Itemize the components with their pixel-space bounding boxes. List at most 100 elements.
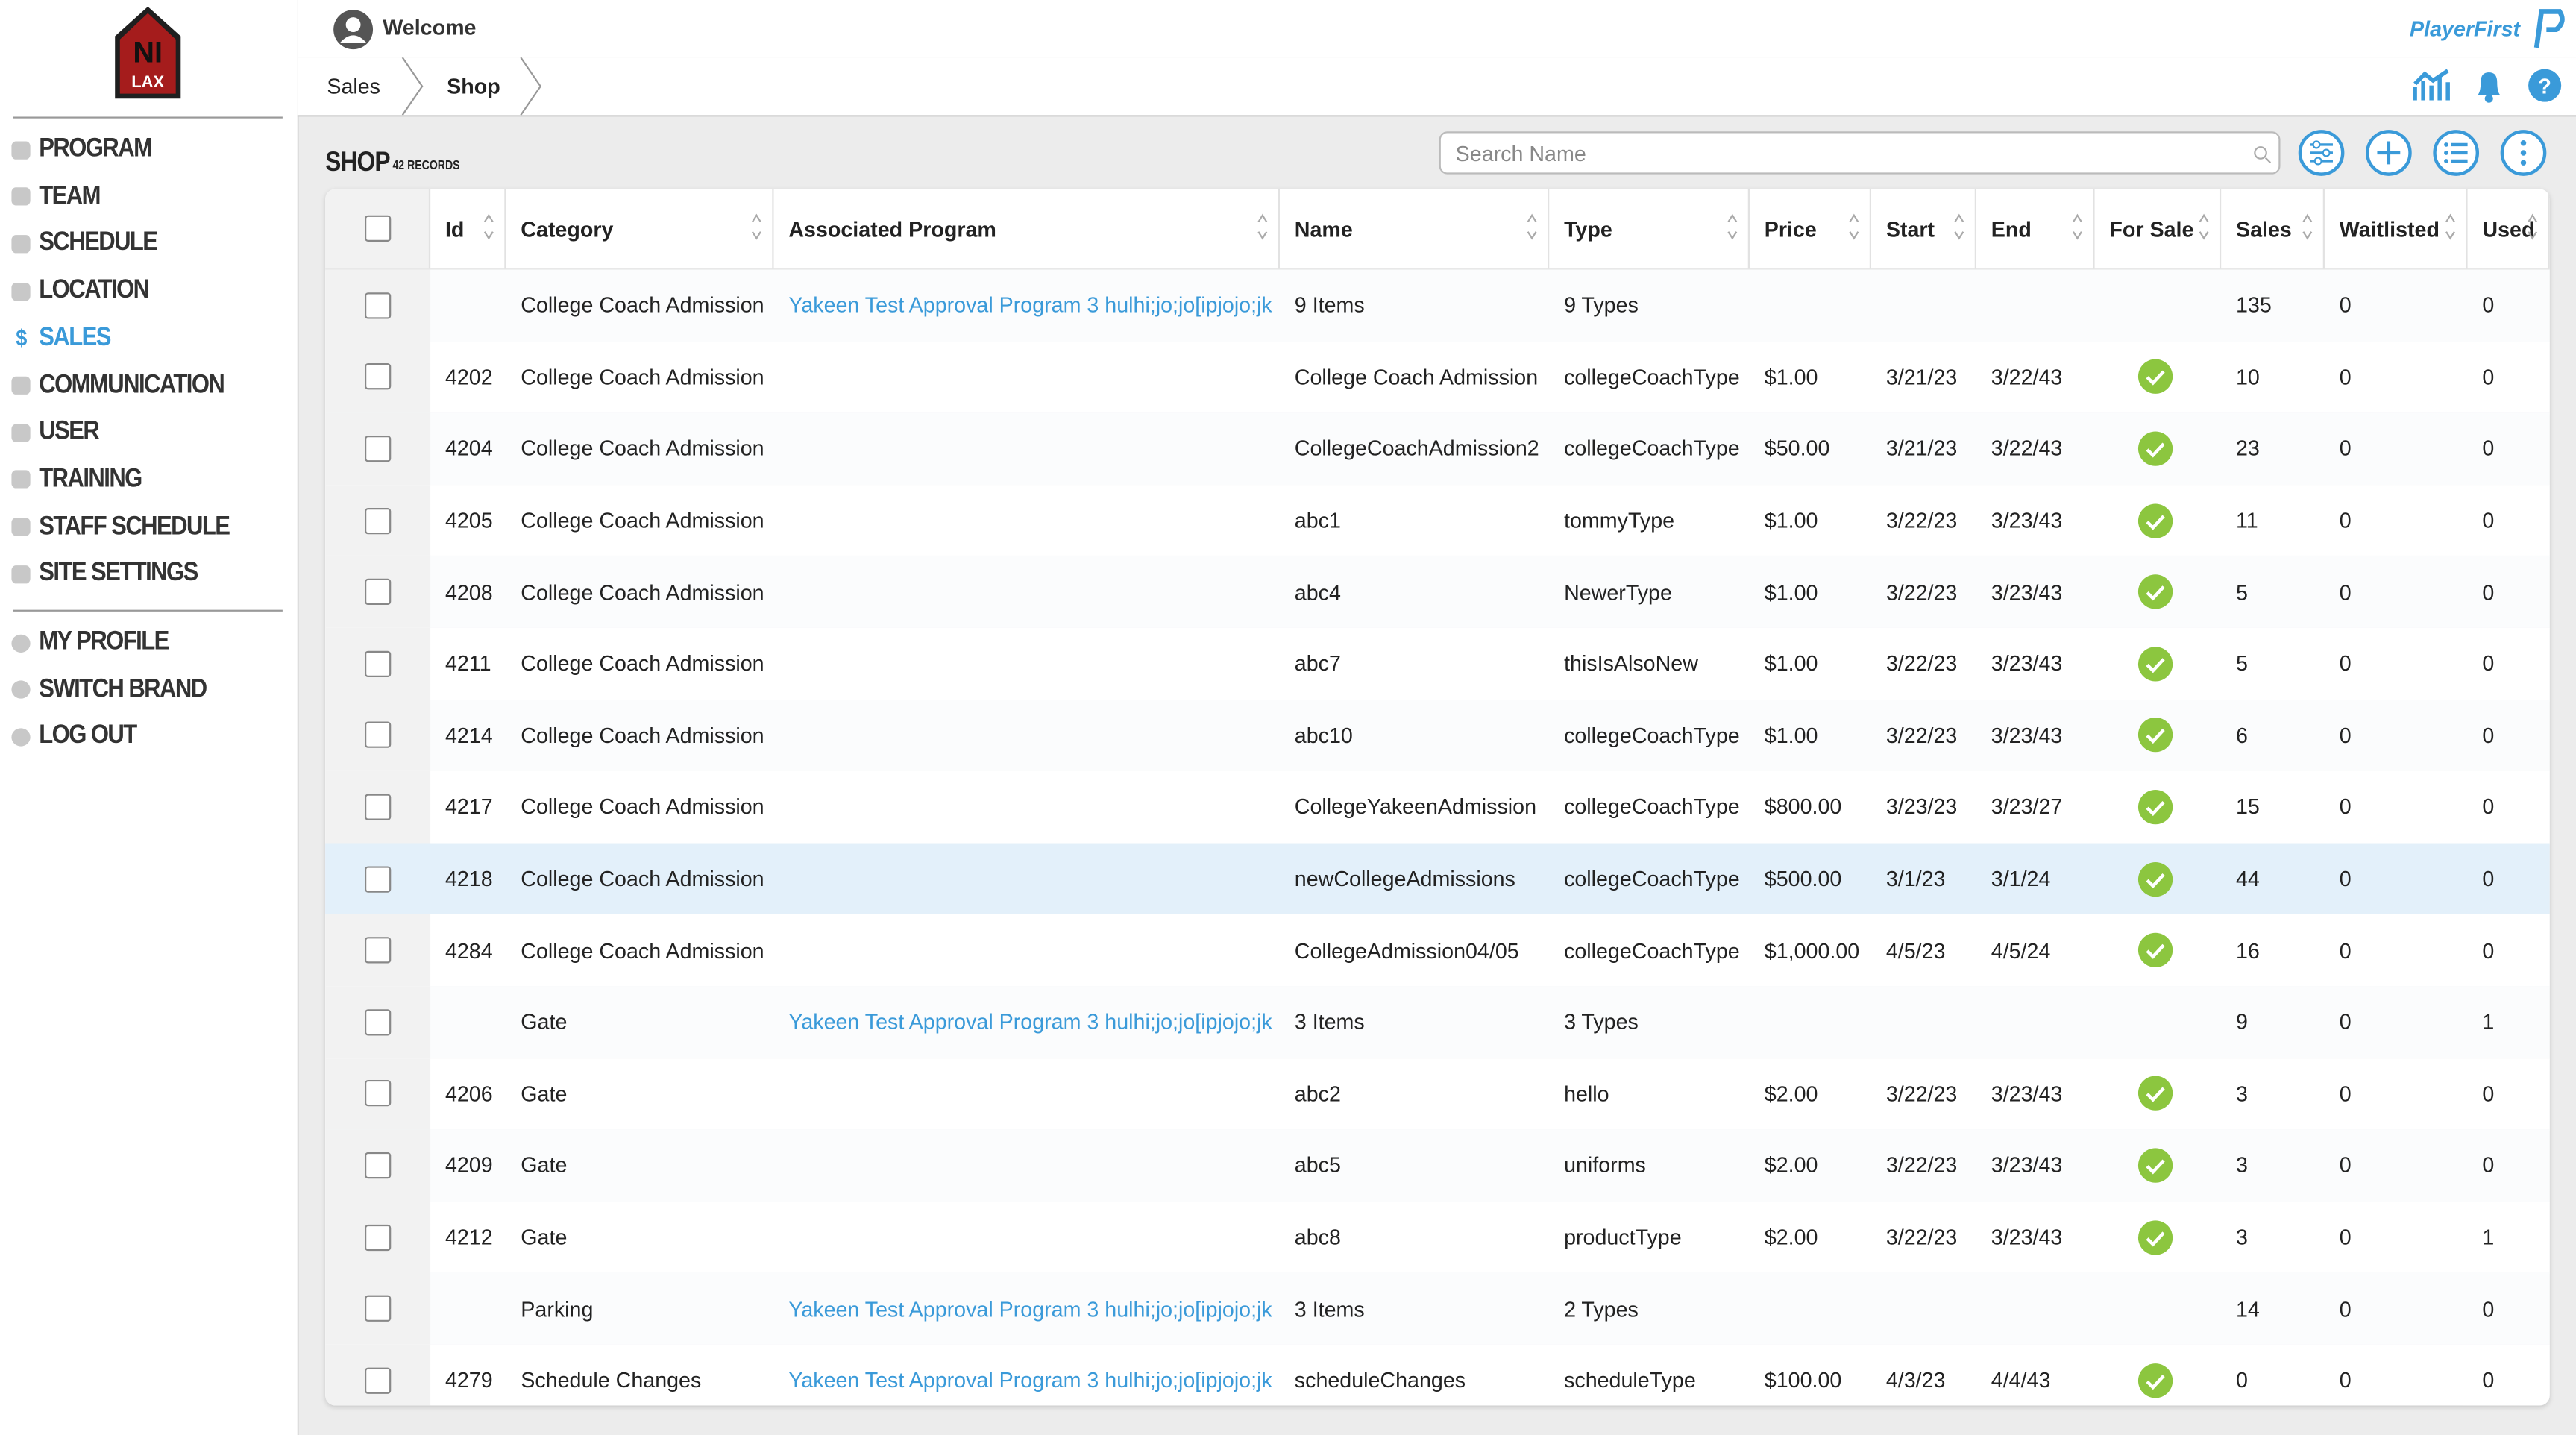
table-row[interactable]: 4211 College Coach Admission abc7 thisIsAls… [325,627,2550,702]
table-row[interactable]: 4209 Gate abc5 uniforms $2.00 3/22/23 3/23/43 3… [325,1129,2550,1203]
search-box[interactable]: Search Name [1439,131,2281,175]
checkbox[interactable] [365,794,392,820]
menu-label[interactable]: LOCATION [39,276,150,304]
table-cell[interactable]: Yakeen Test Approval Program 3 hulhi;jo;… [788,1296,1272,1322]
menu-item[interactable]: PROGRAM [11,134,153,166]
table-row[interactable]: 4214 College Coach Admission abc10 collegeC… [325,699,2550,773]
menu-item[interactable]: USER [11,416,100,449]
menu-item[interactable]: COMMUNICATION [11,369,225,402]
list-button[interactable] [2433,130,2480,176]
menu-item[interactable]: TEAM [11,180,101,213]
menu-label[interactable]: SWITCH BRAND [39,675,207,703]
sort-icon[interactable] [2445,212,2456,242]
column-header[interactable]: Associated Program [774,189,1280,269]
filter-button[interactable] [2298,130,2345,176]
checkbox[interactable] [365,865,392,892]
sort-icon[interactable] [2527,212,2538,242]
checkbox[interactable] [365,1080,392,1108]
checkbox[interactable] [365,507,392,534]
menu-label[interactable]: USER [39,418,100,446]
checkbox[interactable] [365,1296,392,1322]
sort-icon[interactable] [751,212,762,242]
sort-icon[interactable] [483,212,494,242]
menu-label[interactable]: SITE SETTINGS [39,559,198,588]
menu-label[interactable]: LOG OUT [39,722,137,750]
checkbox[interactable] [365,1008,392,1036]
column-header[interactable]: Id [430,189,506,269]
column-header[interactable]: Category [506,189,774,269]
checkbox[interactable] [365,292,392,319]
column-header[interactable]: Start [1871,189,1976,269]
table-row[interactable]: 4202 College Coach Admission College Coach… [325,341,2550,415]
bell-icon[interactable] [2471,67,2507,103]
table-row[interactable]: 4205 College Coach Admission abc1 tommyType… [325,484,2550,558]
checkbox[interactable] [365,1367,392,1394]
table-cell[interactable]: Yakeen Test Approval Program 3 hulhi;jo;… [788,1009,1272,1034]
sort-icon[interactable] [1257,212,1268,242]
column-header[interactable]: Sales [2221,189,2325,269]
table-row[interactable]: Gate Yakeen Test Approval Program 3 hulhi… [325,986,2550,1060]
table-row[interactable]: 4218 College Coach Admission newCollegeAdm… [325,843,2550,917]
table-row[interactable]: 4208 College Coach Admission abc4 NewerType… [325,556,2550,630]
table-row[interactable]: 4212 Gate abc8 productType $2.00 3/22/23 3/23/… [325,1201,2550,1275]
menu-item[interactable]: SITE SETTINGS [11,558,198,591]
menu-label[interactable]: SCHEDULE [39,229,158,257]
column-header[interactable]: Price [1750,189,1871,269]
menu-item[interactable]: MY PROFILE [11,627,169,659]
menu-item[interactable]: STAFF SCHEDULE [11,511,230,544]
checkbox[interactable] [365,363,392,391]
sort-icon[interactable] [2072,212,2083,242]
menu-item[interactable]: SWITCH BRAND [11,673,207,706]
breadcrumb[interactable]: Sales [327,74,381,99]
menu-label[interactable]: TEAM [39,181,101,210]
table-cell[interactable]: Yakeen Test Approval Program 3 hulhi;jo;… [788,1368,1272,1393]
table-cell[interactable]: Yakeen Test Approval Program 3 hulhi;jo;… [788,292,1272,318]
menu-item[interactable]: SCHEDULE [11,227,158,260]
table-row[interactable]: College Coach Admission Yakeen Test Appro… [325,269,2550,343]
sort-icon[interactable] [1526,212,1537,242]
menu-label[interactable]: MY PROFILE [39,627,169,656]
sort-icon[interactable] [1848,212,1859,242]
more-button[interactable] [2500,130,2547,176]
checkbox[interactable] [365,937,392,964]
checkbox[interactable] [365,650,392,677]
sort-icon[interactable] [1727,212,1738,242]
checkbox[interactable] [365,579,392,606]
sort-icon[interactable] [2198,212,2209,242]
menu-item[interactable]: LOCATION [11,274,150,307]
menu-label[interactable]: STAFF SCHEDULE [39,512,230,541]
table-row[interactable]: Parking Yakeen Test Approval Program 3 hu… [325,1272,2550,1346]
sort-icon[interactable] [2302,212,2313,242]
table-row[interactable]: 4284 College Coach Admission CollegeAdmiss… [325,914,2550,988]
column-header[interactable]: Name [1280,189,1550,269]
add-button[interactable] [2366,130,2412,176]
menu-item[interactable]: LOG OUT [11,720,137,753]
column-header[interactable]: Used [2468,189,2550,269]
column-header[interactable]: Waitlisted [2325,189,2468,269]
column-header[interactable]: End [1976,189,2095,269]
menu-label[interactable]: PROGRAM [39,134,153,163]
analytics-icon[interactable] [2412,67,2451,103]
table-row[interactable]: 4217 College Coach Admission CollegeYakeen… [325,771,2550,845]
checkbox[interactable] [365,722,392,749]
checkbox[interactable] [365,1224,392,1251]
column-header[interactable]: For Sale [2095,189,2222,269]
column-header[interactable]: Type [1549,189,1750,269]
checkbox[interactable] [363,215,391,242]
menu-label[interactable]: COMMUNICATION [39,370,225,399]
table-cell [2095,914,2222,986]
table-row[interactable]: 4279 Schedule Changes Yakeen Test Approval… [325,1344,2550,1406]
checkbox[interactable] [365,1152,392,1179]
menu-label[interactable]: TRAINING [39,465,142,493]
table-cell: $2.00 [1764,1153,1818,1178]
menu-item[interactable]: $ SALES [11,322,111,355]
table-row[interactable]: 4206 Gate abc2 hello $2.00 3/22/23 3/23/43 3 0 0 [325,1058,2550,1131]
menu-label[interactable]: SALES [39,323,111,352]
table-cell: College Coach Admission [521,436,764,462]
sort-icon[interactable] [1953,212,1964,242]
menu-item[interactable]: TRAINING [11,463,142,496]
table-row[interactable]: 4204 College Coach Admission CollegeCoachA… [325,412,2550,486]
help-icon[interactable]: ? [2527,67,2563,103]
checkbox[interactable] [365,435,392,462]
avatar[interactable] [332,8,374,51]
